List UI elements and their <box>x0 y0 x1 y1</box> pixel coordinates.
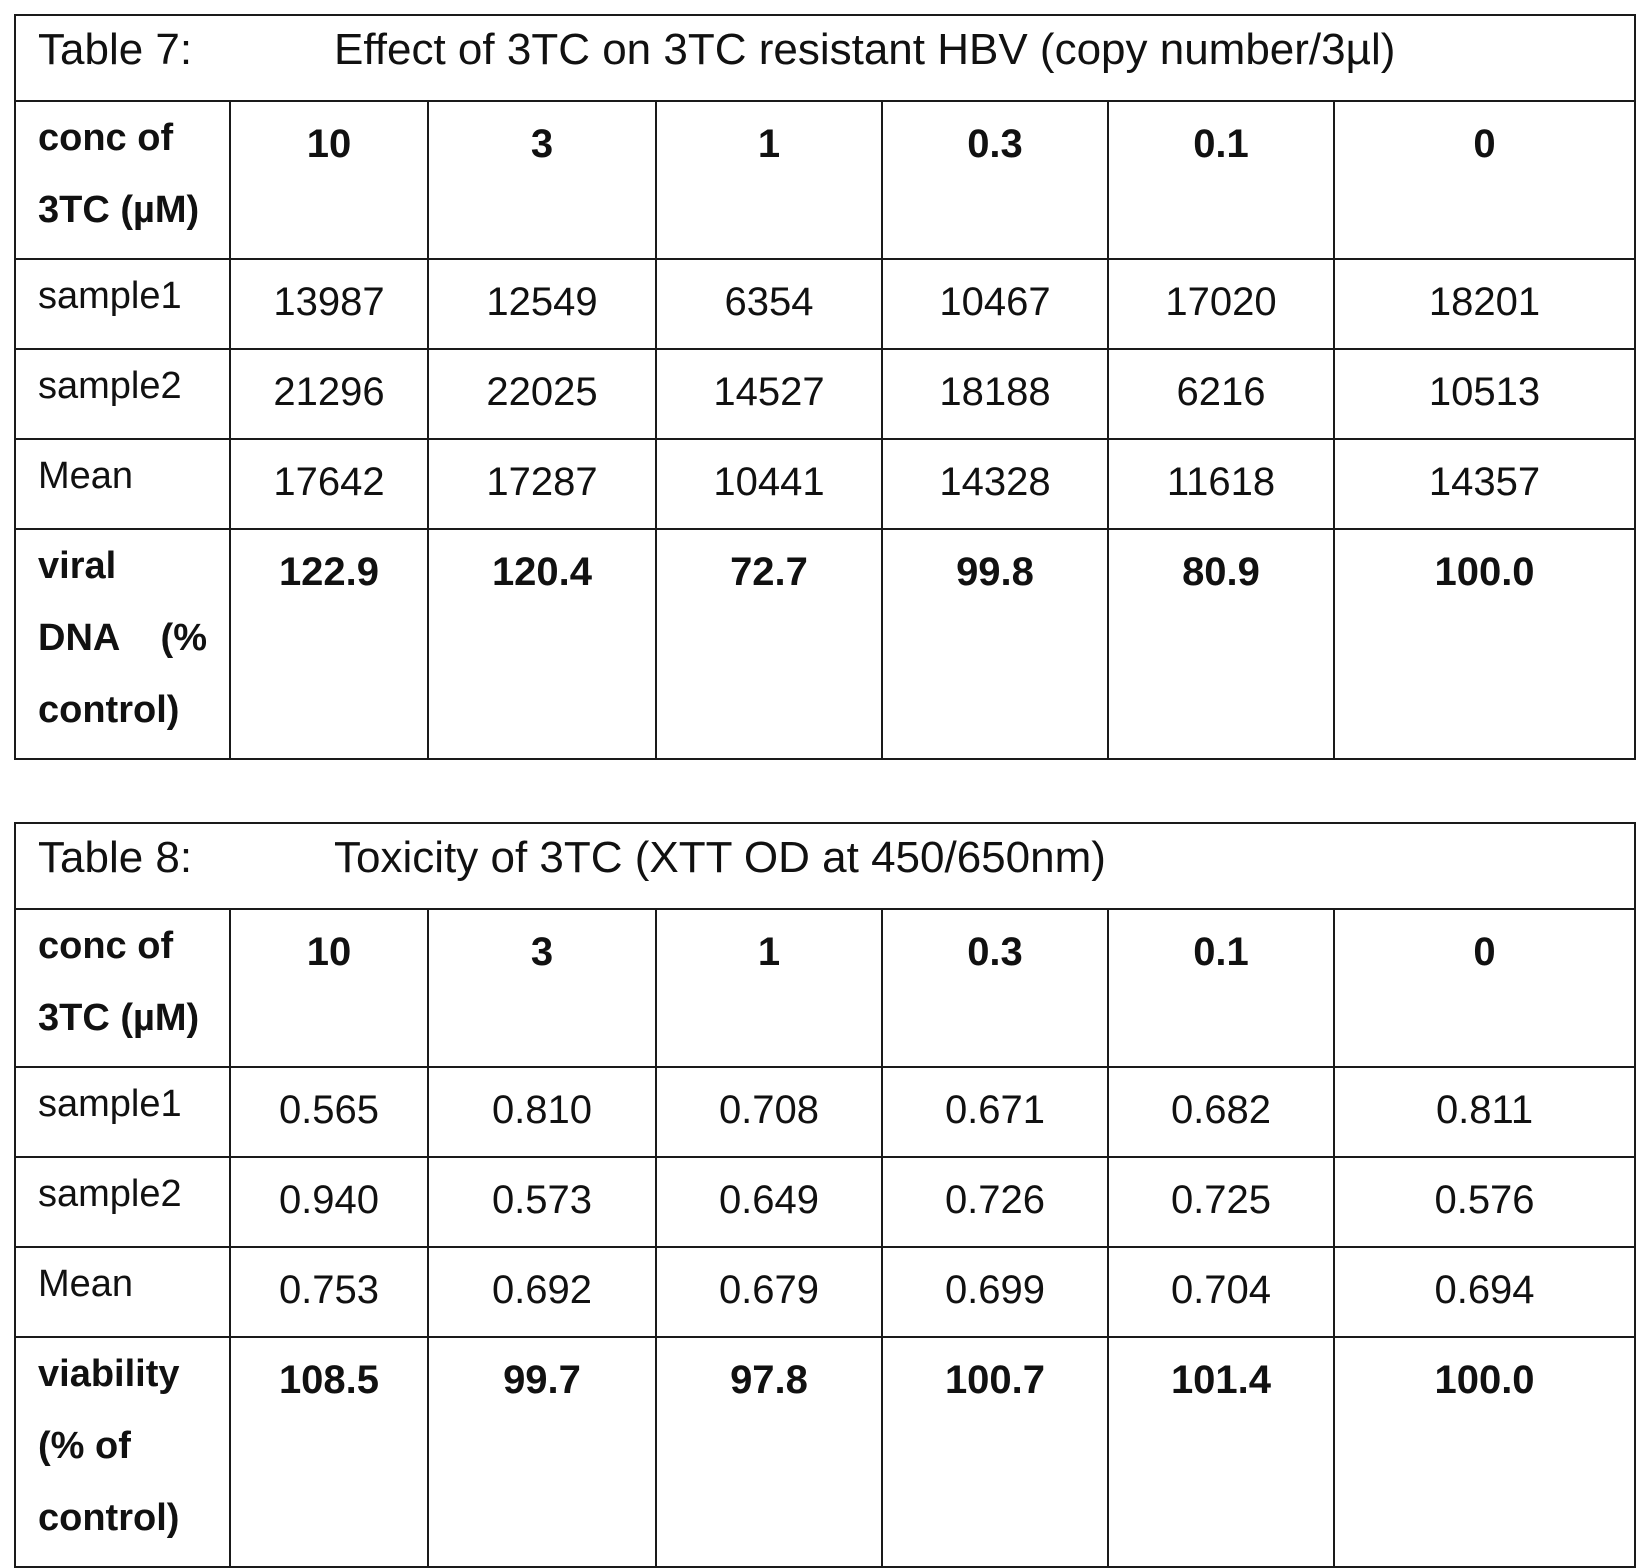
concentration-cell: 3 <box>428 909 656 1067</box>
data-cell: 0.704 <box>1108 1247 1334 1337</box>
summary-label-line: viral <box>38 530 207 602</box>
concentration-cell: 0 <box>1334 909 1635 1067</box>
table-8-header-label: conc of 3TC (µM) <box>15 909 230 1067</box>
data-cell: 18201 <box>1334 259 1635 349</box>
table-7-header-label: conc of 3TC (µM) <box>15 101 230 259</box>
concentration-cell: 0.1 <box>1108 909 1334 1067</box>
summary-cell: 99.7 <box>428 1337 656 1567</box>
table-8-summary-row: viability (% of control) 108.5 99.7 97.8… <box>15 1337 1635 1567</box>
concentration-cell: 0 <box>1334 101 1635 259</box>
table-row: sample1 0.565 0.810 0.708 0.671 0.682 0.… <box>15 1067 1635 1157</box>
summary-label: viability (% of control) <box>15 1337 230 1567</box>
data-cell: 0.811 <box>1334 1067 1635 1157</box>
data-cell: 6216 <box>1108 349 1334 439</box>
table-row: sample2 0.940 0.573 0.649 0.726 0.725 0.… <box>15 1157 1635 1247</box>
summary-label-line: DNA (% <box>38 602 207 674</box>
data-cell: 10441 <box>656 439 882 529</box>
data-cell: 0.679 <box>656 1247 882 1337</box>
summary-label-line: control) <box>38 1482 207 1554</box>
row-label: sample1 <box>15 259 230 349</box>
data-cell: 11618 <box>1108 439 1334 529</box>
summary-cell: 100.0 <box>1334 529 1635 759</box>
table-row: sample1 13987 12549 6354 10467 17020 182… <box>15 259 1635 349</box>
summary-cell: 101.4 <box>1108 1337 1334 1567</box>
data-cell: 17642 <box>230 439 428 529</box>
row-label: Mean <box>15 1247 230 1337</box>
data-cell: 0.565 <box>230 1067 428 1157</box>
data-cell: 0.682 <box>1108 1067 1334 1157</box>
data-cell: 14357 <box>1334 439 1635 529</box>
header-label-line: conc of <box>38 102 207 174</box>
table-8: Table 8:Toxicity of 3TC (XTT OD at 450/6… <box>14 822 1636 1568</box>
data-cell: 17020 <box>1108 259 1334 349</box>
table-row: Mean 17642 17287 10441 14328 11618 14357 <box>15 439 1635 529</box>
summary-cell: 122.9 <box>230 529 428 759</box>
data-cell: 0.694 <box>1334 1247 1635 1337</box>
data-cell: 10513 <box>1334 349 1635 439</box>
table-7-caption: Table 7:Effect of 3TC on 3TC resistant H… <box>15 15 1635 101</box>
data-cell: 12549 <box>428 259 656 349</box>
data-cell: 13987 <box>230 259 428 349</box>
row-label: sample2 <box>15 349 230 439</box>
table-8-caption-label: Table 8: <box>38 824 334 892</box>
concentration-cell: 10 <box>230 909 428 1067</box>
summary-cell: 97.8 <box>656 1337 882 1567</box>
concentration-cell: 0.1 <box>1108 101 1334 259</box>
data-cell: 0.573 <box>428 1157 656 1247</box>
header-label-line: 3TC (µM) <box>38 982 207 1054</box>
data-cell: 0.708 <box>656 1067 882 1157</box>
table-8-header-row: conc of 3TC (µM) 10 3 1 0.3 0.1 0 <box>15 909 1635 1067</box>
table-7: Table 7:Effect of 3TC on 3TC resistant H… <box>14 14 1636 760</box>
data-cell: 6354 <box>656 259 882 349</box>
data-cell: 0.692 <box>428 1247 656 1337</box>
summary-cell: 80.9 <box>1108 529 1334 759</box>
concentration-cell: 1 <box>656 101 882 259</box>
concentration-cell: 0.3 <box>882 909 1108 1067</box>
summary-label-line: (% of <box>38 1410 207 1482</box>
data-cell: 0.649 <box>656 1157 882 1247</box>
summary-cell: 100.7 <box>882 1337 1108 1567</box>
summary-cell: 100.0 <box>1334 1337 1635 1567</box>
summary-cell: 99.8 <box>882 529 1108 759</box>
summary-cell: 72.7 <box>656 529 882 759</box>
concentration-cell: 3 <box>428 101 656 259</box>
data-cell: 0.725 <box>1108 1157 1334 1247</box>
data-cell: 18188 <box>882 349 1108 439</box>
table-8-caption: Table 8:Toxicity of 3TC (XTT OD at 450/6… <box>15 823 1635 909</box>
summary-label: viral DNA (% control) <box>15 529 230 759</box>
table-7-caption-label: Table 7: <box>38 16 334 84</box>
data-cell: 0.753 <box>230 1247 428 1337</box>
summary-label-line: viability <box>38 1338 207 1410</box>
row-label: sample2 <box>15 1157 230 1247</box>
data-cell: 0.810 <box>428 1067 656 1157</box>
data-cell: 0.699 <box>882 1247 1108 1337</box>
table-row: Mean 0.753 0.692 0.679 0.699 0.704 0.694 <box>15 1247 1635 1337</box>
table-row: sample2 21296 22025 14527 18188 6216 105… <box>15 349 1635 439</box>
concentration-cell: 0.3 <box>882 101 1108 259</box>
data-cell: 21296 <box>230 349 428 439</box>
data-cell: 17287 <box>428 439 656 529</box>
header-label-line: 3TC (µM) <box>38 174 207 246</box>
row-label: sample1 <box>15 1067 230 1157</box>
table-7-caption-title: Effect of 3TC on 3TC resistant HBV (copy… <box>334 25 1395 74</box>
data-cell: 10467 <box>882 259 1108 349</box>
data-cell: 14527 <box>656 349 882 439</box>
summary-cell: 108.5 <box>230 1337 428 1567</box>
summary-label-line: control) <box>38 674 207 746</box>
data-cell: 22025 <box>428 349 656 439</box>
concentration-cell: 10 <box>230 101 428 259</box>
table-8-caption-title: Toxicity of 3TC (XTT OD at 450/650nm) <box>334 833 1106 882</box>
summary-cell: 120.4 <box>428 529 656 759</box>
header-label-line: conc of <box>38 910 207 982</box>
data-cell: 0.940 <box>230 1157 428 1247</box>
table-7-header-row: conc of 3TC (µM) 10 3 1 0.3 0.1 0 <box>15 101 1635 259</box>
row-label: Mean <box>15 439 230 529</box>
data-cell: 14328 <box>882 439 1108 529</box>
data-cell: 0.671 <box>882 1067 1108 1157</box>
table-7-summary-row: viral DNA (% control) 122.9 120.4 72.7 9… <box>15 529 1635 759</box>
data-cell: 0.576 <box>1334 1157 1635 1247</box>
data-cell: 0.726 <box>882 1157 1108 1247</box>
concentration-cell: 1 <box>656 909 882 1067</box>
